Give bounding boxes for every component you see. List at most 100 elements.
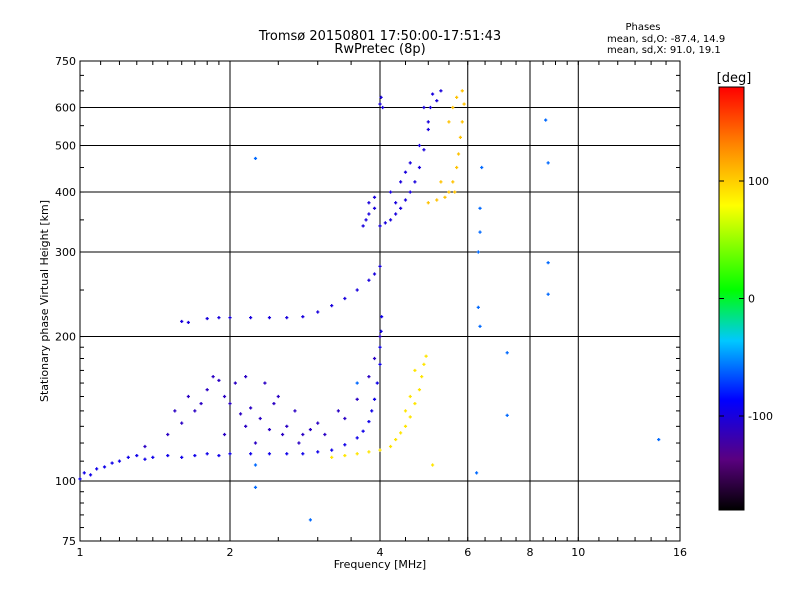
data-point — [343, 443, 347, 447]
data-point — [343, 296, 347, 301]
data-point — [126, 455, 130, 460]
y-tick-label: 750 — [55, 55, 76, 68]
data-point — [367, 375, 371, 379]
data-point — [372, 272, 377, 276]
y-axis-label: Stationary phase Virtual Height [km] — [38, 200, 51, 402]
data-point — [460, 89, 464, 93]
data-point — [272, 401, 276, 406]
data-point — [372, 397, 377, 401]
data-point — [364, 218, 368, 222]
phase-stats-o: mean, sd,O: -87.4, 14.9 — [607, 34, 725, 45]
data-point — [301, 452, 305, 456]
x-tick-label: 2 — [227, 546, 234, 559]
data-point — [546, 292, 550, 296]
data-point — [451, 105, 455, 110]
data-point — [408, 190, 412, 194]
data-point — [403, 409, 408, 413]
data-point — [367, 450, 371, 454]
data-point — [193, 409, 197, 413]
data-point — [474, 471, 479, 475]
data-point — [381, 105, 385, 110]
y-tick-label: 300 — [55, 246, 76, 259]
data-point — [375, 381, 379, 385]
data-point — [380, 315, 384, 319]
data-point — [355, 397, 359, 401]
data-point — [480, 165, 484, 170]
data-point — [478, 324, 482, 328]
colorbar-label: [deg] — [717, 71, 752, 86]
data-point — [544, 118, 548, 122]
data-point — [428, 105, 433, 110]
data-point — [420, 375, 424, 379]
data-point — [316, 421, 320, 425]
data-point — [476, 250, 480, 254]
data-point — [424, 354, 428, 358]
data-point — [367, 201, 371, 205]
data-point — [222, 432, 227, 437]
data-point — [355, 452, 359, 456]
data-point — [403, 198, 408, 202]
chart-subtitle: RwPretec (8p) — [334, 42, 425, 57]
data-point — [383, 221, 387, 225]
data-point — [426, 120, 430, 124]
data-point — [426, 127, 430, 132]
data-point — [180, 455, 184, 460]
colorbar-tick-label: 0 — [748, 293, 755, 306]
data-point — [367, 212, 371, 216]
data-point — [394, 437, 398, 442]
data-point — [403, 424, 408, 428]
data-point — [343, 416, 347, 421]
data-point — [379, 95, 383, 99]
data-point — [439, 180, 443, 184]
x-tick-label: 1 — [77, 546, 84, 559]
data-point — [413, 401, 417, 406]
x-tick-label: 16 — [673, 546, 687, 559]
data-points — [78, 89, 661, 522]
data-point — [88, 473, 93, 477]
data-point — [336, 409, 340, 413]
phase-stats-x: mean, sd,X: 91.0, 19.1 — [607, 45, 721, 56]
data-point — [267, 452, 272, 456]
data-point — [323, 432, 327, 437]
y-tick-label: 75 — [62, 535, 76, 548]
x-tick-label: 4 — [377, 546, 384, 559]
data-point — [228, 316, 232, 320]
data-point — [408, 394, 412, 399]
data-point — [316, 310, 320, 314]
data-point — [505, 413, 509, 418]
data-point — [238, 412, 243, 416]
data-point — [399, 180, 403, 184]
data-point — [378, 345, 382, 349]
data-point — [166, 432, 170, 437]
data-point — [217, 453, 221, 458]
data-point — [361, 429, 365, 433]
data-point — [443, 195, 447, 199]
x-axis-ticks: 1 2 4 6 8 10 16 — [77, 61, 687, 559]
data-point — [205, 388, 209, 392]
data-point — [355, 381, 359, 385]
data-point — [546, 161, 550, 165]
data-point — [435, 99, 439, 103]
data-point — [330, 455, 334, 460]
data-point — [253, 463, 258, 467]
data-point — [166, 453, 170, 458]
data-point — [253, 441, 258, 445]
data-point — [135, 453, 139, 458]
data-point — [258, 416, 262, 421]
data-point — [180, 319, 184, 324]
data-point — [546, 261, 550, 265]
data-point — [430, 463, 435, 467]
data-point — [78, 477, 82, 481]
data-point — [308, 518, 313, 522]
data-point — [228, 452, 232, 456]
data-point — [505, 351, 509, 355]
data-point — [447, 190, 451, 194]
data-point — [403, 170, 408, 174]
data-point — [408, 415, 412, 419]
data-point — [253, 156, 258, 161]
data-point — [388, 444, 393, 449]
data-point — [378, 334, 382, 339]
data-point — [378, 264, 382, 268]
y-tick-label: 100 — [55, 475, 76, 488]
